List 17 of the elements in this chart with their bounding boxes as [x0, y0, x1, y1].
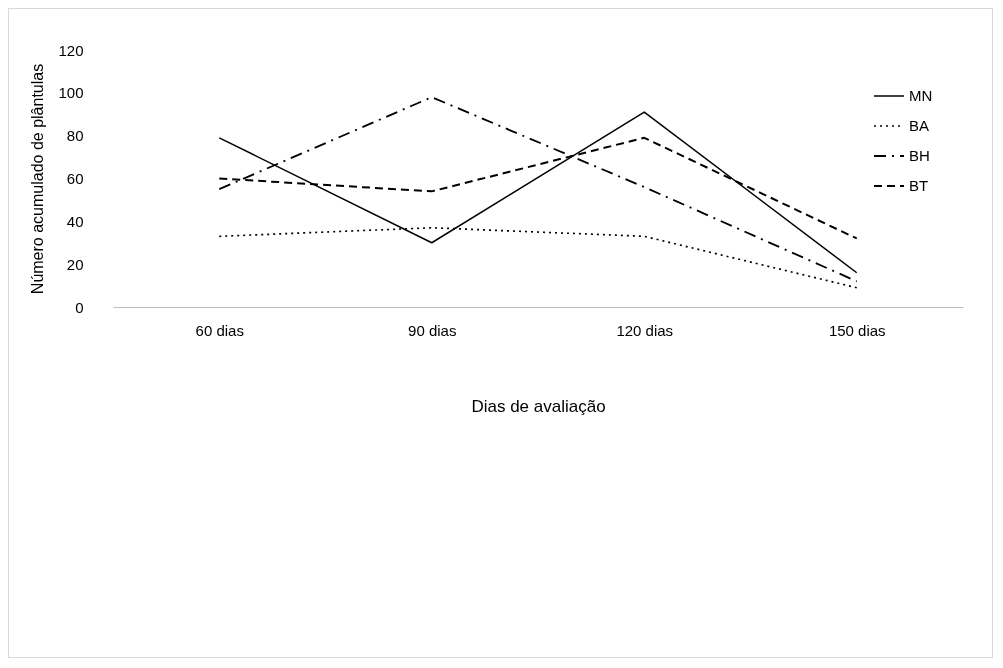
- legend-label: BH: [909, 147, 930, 164]
- x-tick-label: 120 dias: [616, 321, 674, 339]
- y-tick-label: 60: [66, 170, 84, 187]
- legend-label: BA: [909, 117, 930, 134]
- y-tick-label: 0: [75, 298, 84, 316]
- x-tick-label: 60 dias: [195, 321, 244, 339]
- y-tick-label: 20: [66, 255, 84, 273]
- x-tick-label: 90 dias: [408, 321, 457, 339]
- y-tick-label: 40: [66, 212, 84, 230]
- y-tick-label: 120: [58, 41, 84, 59]
- x-axis-title: Dias de avaliação: [471, 396, 606, 416]
- y-tick-label: 80: [66, 127, 84, 145]
- x-tick-label: 150 dias: [828, 321, 886, 339]
- y-tick-label: 100: [58, 84, 84, 102]
- legend-label: BT: [909, 177, 929, 194]
- y-axis-title: Número acumulado de plântulas: [29, 63, 47, 295]
- legend-label: MN: [909, 87, 933, 104]
